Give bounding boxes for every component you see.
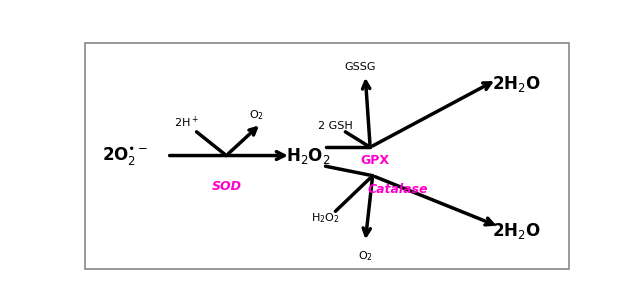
- Text: 2H$_2$O: 2H$_2$O: [492, 221, 541, 241]
- Text: 2H$^+$: 2H$^+$: [174, 115, 199, 130]
- Text: GSSG: GSSG: [344, 62, 376, 71]
- Text: SOD: SOD: [211, 180, 241, 193]
- Text: GPX: GPX: [360, 154, 390, 167]
- Text: H$_2$O$_2$: H$_2$O$_2$: [311, 212, 340, 225]
- Text: 2 GSH: 2 GSH: [318, 121, 353, 131]
- Text: 2O$_2^{\bullet-}$: 2O$_2^{\bullet-}$: [102, 144, 148, 167]
- Text: O$_2$: O$_2$: [248, 108, 264, 122]
- Text: O$_2$: O$_2$: [358, 249, 372, 263]
- Text: H$_2$O$_2$: H$_2$O$_2$: [286, 146, 330, 165]
- Text: Catalase: Catalase: [367, 184, 428, 197]
- Text: 2H$_2$O: 2H$_2$O: [492, 75, 541, 94]
